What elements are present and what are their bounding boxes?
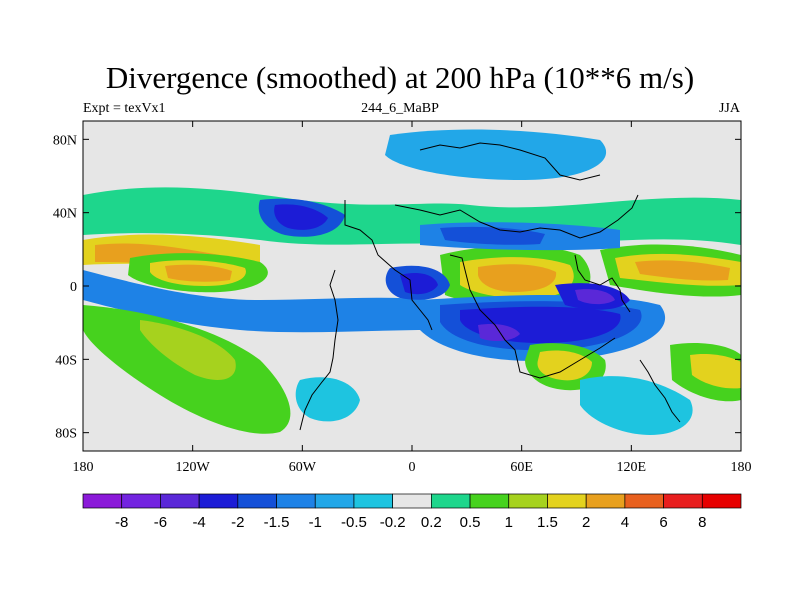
continent-outlines	[299, 142, 681, 431]
colorbar-label: -6	[154, 514, 167, 531]
colorbar-label: -8	[115, 514, 128, 531]
contour-band	[580, 376, 693, 435]
y-tick-label: 80S	[55, 427, 77, 442]
contour-band	[690, 353, 741, 389]
colorbar-swatch	[353, 493, 393, 509]
chart-title: Divergence (smoothed) at 200 hPa (10**6 …	[105, 60, 695, 95]
contour-band	[385, 129, 607, 180]
y-tick-label: 40S	[55, 353, 77, 368]
contour-band	[165, 264, 232, 282]
colorbar-label: -4	[192, 514, 205, 531]
contour-band	[83, 270, 430, 333]
x-tick-label: 120E	[617, 460, 647, 475]
coastline	[419, 142, 601, 181]
colorbar-swatch	[624, 493, 664, 509]
coastline	[449, 254, 616, 379]
colorbar-label: 1	[505, 514, 513, 531]
colorbar: -8 -6 -4 -2 -1.5 -1 -0.5 -0.2 0.2 0.5 1 1.5 2 4 6 8	[82, 493, 742, 531]
y-axis: 80N 40N 0 40S 80S	[53, 133, 741, 442]
contour-band	[478, 324, 520, 342]
contour-band	[140, 320, 236, 380]
colorbar-label: -0.5	[341, 514, 367, 531]
x-tick-label: 180	[731, 460, 752, 475]
plot-area	[83, 121, 741, 451]
colorbar-label: 0.2	[421, 514, 442, 531]
colorbar-swatch	[585, 493, 626, 509]
colorbar-swatch	[508, 493, 548, 509]
colorbar-label: -2	[231, 514, 244, 531]
colorbar-swatch	[82, 493, 123, 509]
colorbar-label: 8	[698, 514, 706, 531]
run-id-label: 244_6_MaBP	[361, 101, 439, 116]
colorbar-label: -1.5	[264, 514, 290, 531]
colorbar-swatch	[160, 493, 200, 509]
contour-band	[635, 260, 730, 281]
contour-band	[575, 289, 615, 305]
colorbar-swatch	[276, 493, 316, 509]
coastline	[344, 200, 433, 331]
x-tick-label: 120W	[176, 460, 211, 475]
y-tick-label: 80N	[53, 133, 77, 148]
x-axis: 180 120W 60W 0 60E 120E 180	[73, 121, 752, 475]
colorbar-swatch	[701, 493, 742, 509]
colorbar-label: 6	[659, 514, 667, 531]
colorbar-swatch	[663, 493, 703, 509]
colorbar-label: 2	[582, 514, 590, 531]
colorbar-label: 1.5	[537, 514, 558, 531]
x-tick-label: 60E	[510, 460, 533, 475]
y-tick-label: 0	[70, 280, 77, 295]
colorbar-label: -0.2	[380, 514, 406, 531]
colorbar-swatch	[237, 493, 277, 509]
contour-band	[440, 226, 545, 245]
colorbar-swatch	[431, 493, 471, 509]
colorbar-swatch	[314, 493, 355, 509]
contour-fields	[83, 129, 741, 435]
colorbar-swatch	[392, 493, 432, 509]
contour-band	[400, 273, 438, 295]
colorbar-swatch	[547, 493, 587, 509]
contour-band	[537, 350, 592, 381]
colorbar-swatch	[198, 493, 239, 509]
colorbar-label: 0.5	[460, 514, 481, 531]
coastline	[639, 359, 681, 423]
experiment-label: Expt = texVx1	[83, 101, 166, 116]
colorbar-swatch	[121, 493, 161, 509]
contour-band	[478, 264, 557, 292]
y-tick-label: 40N	[53, 207, 77, 222]
x-tick-label: 180	[73, 460, 94, 475]
coastline	[574, 254, 631, 313]
contour-band	[295, 377, 360, 422]
coastline	[299, 269, 339, 431]
season-label: JJA	[718, 101, 740, 116]
colorbar-label: 4	[621, 514, 629, 531]
contour-band	[274, 204, 328, 230]
coastline	[394, 194, 639, 239]
x-tick-label: 60W	[289, 460, 317, 475]
colorbar-label: -1	[309, 514, 322, 531]
x-tick-label: 0	[409, 460, 416, 475]
colorbar-swatch	[469, 493, 510, 509]
